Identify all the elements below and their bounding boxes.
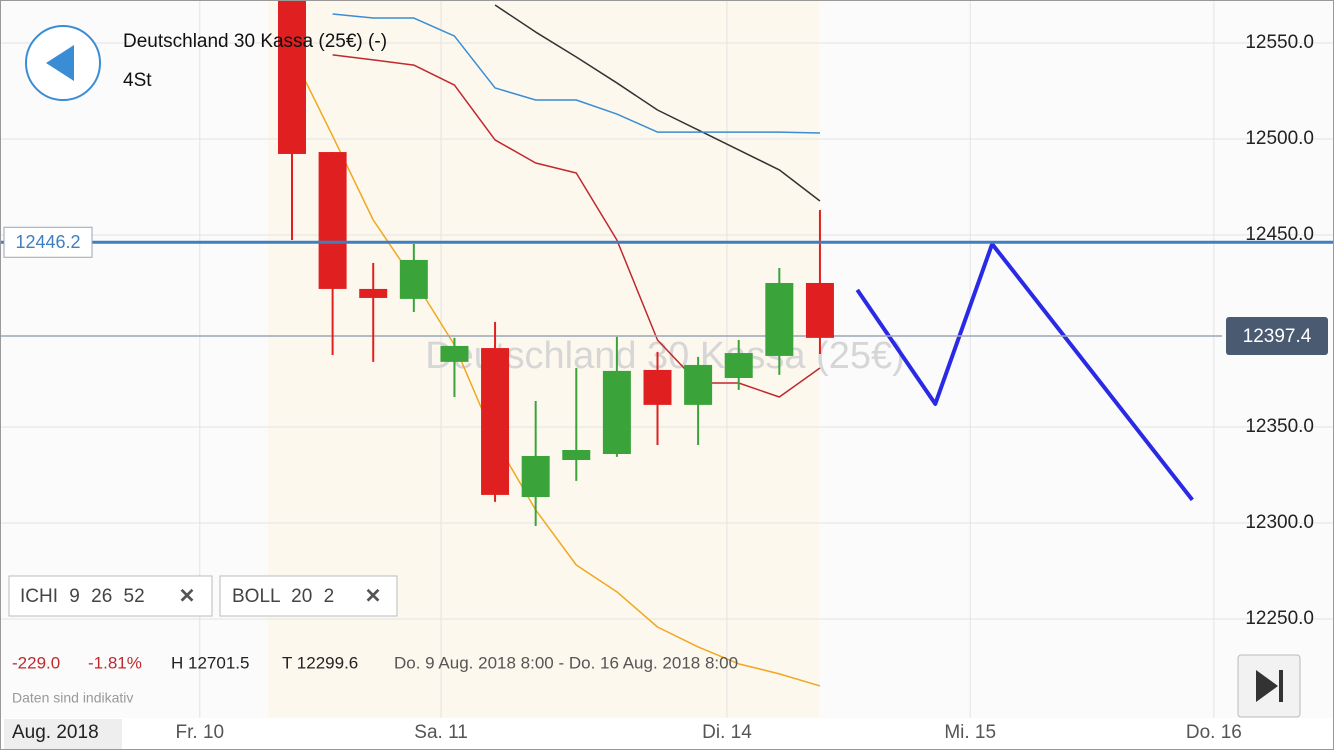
candle-body — [684, 364, 713, 405]
candle-body — [724, 353, 753, 379]
candle-body — [399, 259, 428, 299]
candle-body — [481, 348, 510, 495]
instrument-title: Deutschland 30 Kassa (25€) (-) — [123, 31, 387, 52]
indicator-line — [291, 53, 821, 687]
date-range: Do. 9 Aug. 2018 8:00 - Do. 16 Aug. 2018 … — [394, 653, 738, 672]
period-box — [4, 719, 122, 749]
period-label: Aug. 2018 — [12, 722, 99, 743]
x-axis-bar — [0, 718, 1334, 750]
indicator-label: BOLL 20 2 — [232, 586, 334, 607]
y-tick-label: 12300.0 — [1245, 512, 1314, 533]
y-tick-label: 12550.0 — [1245, 32, 1314, 53]
indicator-line — [332, 13, 820, 134]
remove-icon[interactable]: ✕ — [365, 585, 382, 607]
y-tick-label: 12250.0 — [1245, 608, 1314, 629]
candle-body — [359, 288, 388, 298]
candle-body — [521, 455, 550, 498]
candle-body — [277, 0, 306, 154]
jump-end-icon — [1256, 670, 1283, 702]
indicator-line — [855, 242, 1194, 502]
candle-body — [643, 369, 672, 405]
price-line-box — [3, 226, 93, 258]
indicator-chip[interactable] — [8, 575, 213, 617]
candle-body — [440, 345, 469, 362]
low: T 12299.6 — [282, 653, 358, 672]
candle-body — [765, 282, 794, 356]
x-tick-label: Fr. 10 — [176, 722, 225, 743]
indicator-line — [494, 4, 821, 202]
y-tick-label: 12500.0 — [1245, 128, 1314, 149]
change-pct: -1.81% — [88, 653, 142, 672]
candle-body — [318, 152, 347, 289]
x-tick-label: Mi. 15 — [944, 722, 996, 743]
candle-body — [805, 282, 834, 338]
disclaimer: Daten sind indikativ — [12, 690, 133, 706]
y-tick-label: 12450.0 — [1245, 224, 1314, 245]
x-tick-label: Di. 14 — [702, 722, 752, 743]
price-line-label: 12446.2 — [15, 232, 80, 252]
remove-icon[interactable]: ✕ — [179, 585, 196, 607]
indicator-label: ICHI 9 26 52 — [20, 586, 145, 607]
y-tick-label: 12350.0 — [1245, 416, 1314, 437]
candle-body — [562, 449, 591, 460]
change: -229.0 — [12, 653, 60, 672]
high: H 12701.5 — [171, 653, 249, 672]
x-tick-label: Do. 16 — [1186, 722, 1242, 743]
candle-body — [602, 370, 631, 455]
back-icon — [46, 45, 74, 81]
last-price-box — [1226, 316, 1328, 355]
last-price-label: 12397.4 — [1243, 326, 1312, 347]
x-tick-label: Sa. 11 — [414, 722, 468, 743]
indicator-chip[interactable] — [219, 575, 398, 617]
interval: 4St — [123, 70, 152, 91]
